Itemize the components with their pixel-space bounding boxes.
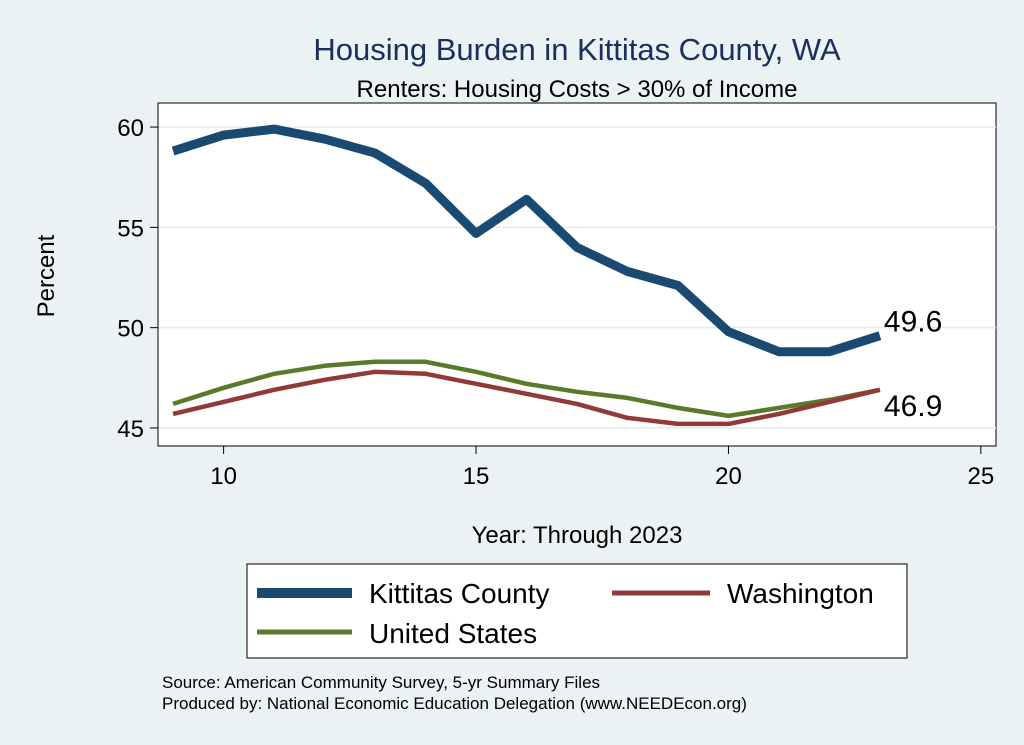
legend (246, 563, 908, 659)
series-lines (171, 124, 882, 427)
legend-label-kittitas: Kittitas County (369, 578, 550, 609)
y-tick-label-50: 50 (117, 316, 144, 343)
y-tick-label-45: 45 (117, 416, 144, 443)
chart-title: Housing Burden in Kittitas County, WA (313, 32, 841, 67)
end-label-kittitas-county: 49.6 (884, 306, 942, 339)
chart-subtitle: Renters: Housing Costs > 30% of Income (357, 76, 798, 103)
plot-area (157, 102, 997, 447)
y-axis-title: Percent (33, 234, 60, 317)
y-tick-label-60: 60 (117, 115, 144, 142)
legend-label-washington: Washington (727, 578, 874, 609)
series-line-kittitas-county (171, 124, 882, 357)
x-tick-label-15: 15 (463, 463, 490, 490)
y-axis: 45 50 55 60 (117, 103, 159, 446)
x-tick-label-20: 20 (715, 463, 742, 490)
gridlines (158, 126, 996, 429)
x-tick-label-25: 25 (968, 463, 995, 490)
end-labels: 49.6 46.9 (884, 306, 942, 423)
end-label-washington: 46.9 (884, 390, 942, 423)
x-tick-label-10: 10 (210, 463, 237, 490)
y-tick-label-55: 55 (117, 215, 144, 242)
series-line-united-states (172, 359, 881, 419)
x-axis-title: Year: Through 2023 (472, 522, 683, 549)
series-line-washington (172, 369, 881, 427)
x-axis: 10 15 20 25 (158, 445, 996, 490)
producer-note: Produced by: National Economic Education… (162, 694, 747, 713)
legend-label-us: United States (369, 618, 537, 649)
source-note: Source: American Community Survey, 5-yr … (162, 673, 600, 692)
